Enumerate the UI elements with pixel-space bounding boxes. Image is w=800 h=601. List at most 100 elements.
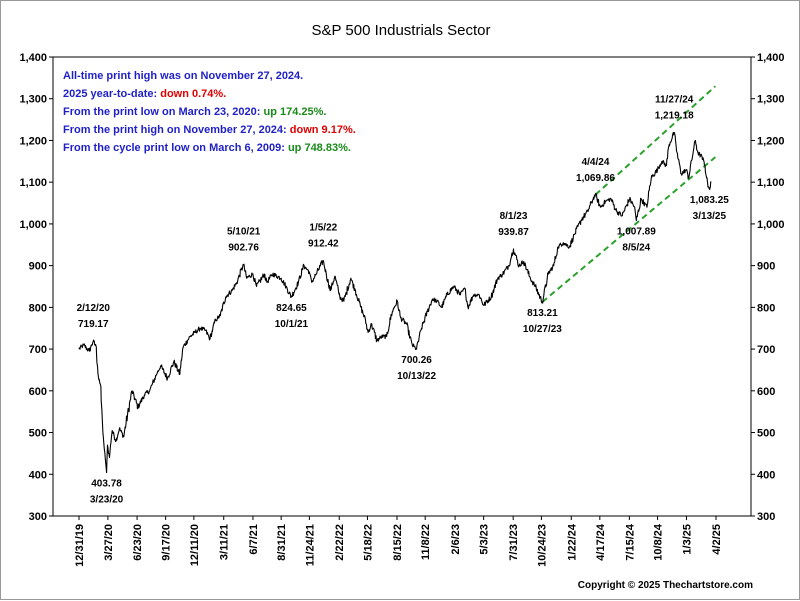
x-tick-label: 1/22/24: [566, 523, 578, 561]
x-tick-label: 1/3/25: [681, 524, 693, 555]
x-tick-label: 6/7/21: [248, 524, 260, 555]
y-tick-label-left: 500: [29, 428, 47, 440]
y-tick-label-right: 800: [757, 302, 775, 314]
x-tick-label: 4/2/25: [711, 524, 723, 555]
y-tick-label-right: 600: [757, 386, 775, 398]
y-tick-label-left: 400: [29, 469, 47, 481]
x-tick-label: 2/6/23: [450, 524, 462, 555]
note-part: All-time print high was on November 27, …: [63, 70, 303, 82]
annotation-line1: 700.26: [401, 355, 432, 366]
y-axis-left: 300 400 500 600 700 800 900 1,000 1,100 1,200 1,30…: [19, 52, 53, 523]
note-part: down 9.17%.: [290, 124, 356, 136]
series-group: [78, 131, 712, 474]
annotation-line1: 824.65: [276, 303, 307, 314]
annotation-line2: 10/27/23: [523, 324, 562, 335]
y-tick-label-right: 1,300: [757, 94, 785, 106]
note-part: From the print high on November 27, 2024…: [63, 124, 290, 136]
x-tick-label: 9/17/20: [161, 524, 173, 561]
x-tick-label: 11/8/22: [420, 524, 432, 560]
x-tick-label: 10/8/24: [653, 523, 665, 561]
y-tick-label-left: 600: [29, 386, 47, 398]
x-tick-label: 8/31/21: [276, 524, 288, 561]
note-line: From the print low on March 23, 2020: up…: [63, 106, 326, 118]
x-tick-label: 11/24/21: [304, 524, 316, 566]
annotation-line2: 10/13/22: [397, 371, 436, 382]
note-part: From the print low on March 23, 2020:: [63, 106, 263, 118]
annotation-line2: 3/13/25: [693, 211, 727, 222]
y-tick-label-right: 1,100: [757, 177, 785, 189]
annotations: 2/12/20 719.17 403.78 3/23/20 5/10/21 902.76 8…: [77, 94, 730, 505]
x-tick-label: 3/11/21: [219, 524, 231, 560]
y-tick-label-left: 1,400: [19, 52, 47, 64]
x-tick-label: 4/17/24: [595, 523, 607, 561]
note-line: 2025 year-to-date: down 0.74%.: [63, 88, 226, 100]
y-tick-label-right: 1,200: [757, 135, 785, 147]
annotation-line2: 8/5/24: [622, 243, 650, 254]
x-tick-label: 7/31/23: [508, 524, 520, 561]
annotation-line1: 1/5/22: [309, 222, 337, 233]
note-line: All-time print high was on November 27, …: [63, 70, 303, 82]
y-tick-label-right: 900: [757, 261, 775, 273]
y-axis-right: 300 400 500 600 700 800 900 1,000 1,100 1,200 1,30…: [751, 52, 785, 523]
x-axis: 12/31/19 3/27/20 6/23/20 9/17/20 12/11/20 3/1…: [74, 516, 723, 567]
y-tick-label-right: 400: [757, 469, 775, 481]
x-tick-label: 12/31/19: [74, 524, 86, 567]
annotation-line2: 912.42: [308, 238, 339, 249]
trend-channel-upper: [594, 85, 717, 196]
note-part: up 174.25%.: [263, 106, 326, 118]
annotation-line2: 1,219.18: [655, 110, 694, 121]
x-tick-label: 8/15/22: [392, 524, 404, 561]
annotation-line1: 1,083.25: [690, 195, 729, 206]
note-line: From the print high on November 27, 2024…: [63, 124, 356, 136]
y-tick-label-right: 300: [757, 511, 775, 523]
y-tick-label-left: 1,100: [19, 177, 47, 189]
plot-area: [52, 56, 752, 517]
y-tick-label-right: 1,000: [757, 219, 785, 231]
x-tick-label: 2/22/22: [334, 524, 346, 561]
notes-box: All-time print high was on November 27, …: [63, 70, 356, 154]
annotation-line2: 3/23/20: [90, 495, 124, 506]
x-tick-label: 12/11/20: [189, 524, 201, 566]
x-tick-label: 5/18/22: [362, 524, 374, 561]
note-part: 2025 year-to-date:: [63, 88, 160, 100]
x-tick-label: 3/27/20: [103, 524, 115, 561]
x-tick-label: 7/15/24: [624, 523, 636, 561]
y-tick-label-left: 900: [29, 261, 47, 273]
chart-title: S&P 500 Industrials Sector: [312, 22, 491, 39]
y-tick-label-left: 1,300: [19, 94, 47, 106]
annotation-line1: 5/10/21: [227, 226, 261, 237]
trend-channel-lower: [541, 156, 716, 303]
annotation-line1: 11/27/24: [655, 94, 694, 105]
y-tick-label-left: 1,200: [19, 135, 47, 147]
annotation-line1: 1,007.89: [617, 227, 656, 238]
x-tick-label: 6/23/20: [132, 524, 144, 561]
annotation-line1: 2/12/20: [77, 303, 111, 314]
annotation-line1: 403.78: [91, 479, 122, 490]
x-tick-label: 5/3/23: [479, 524, 491, 555]
annotation-line1: 4/4/24: [582, 157, 610, 168]
y-tick-label-right: 500: [757, 428, 775, 440]
annotation-line1: 813.21: [527, 308, 558, 319]
note-part: up 748.83%.: [288, 142, 351, 154]
annotation-line2: 902.76: [228, 242, 259, 253]
note-part: down 0.74%.: [160, 88, 226, 100]
annotation-line2: 939.87: [498, 227, 529, 238]
copyright: Copyright © 2025 Thechartstore.com: [578, 580, 753, 591]
annotation-line2: 10/1/21: [275, 319, 309, 330]
note-line: From the cycle print low on March 6, 200…: [63, 142, 351, 154]
annotation-line2: 719.17: [78, 319, 109, 330]
annotation-line2: 1,069.86: [576, 173, 615, 184]
trend-channel: [541, 85, 717, 303]
y-tick-label-right: 1,400: [757, 52, 785, 64]
x-tick-label: 10/24/23: [536, 524, 548, 567]
note-part: From the cycle print low on March 6, 200…: [63, 142, 288, 154]
y-tick-label-left: 1,000: [19, 219, 47, 231]
y-tick-label-left: 300: [29, 511, 47, 523]
price-line: [78, 131, 712, 474]
annotation-line1: 8/1/23: [500, 211, 528, 222]
y-tick-label-right: 700: [757, 344, 775, 356]
y-tick-label-left: 800: [29, 302, 47, 314]
y-tick-label-left: 700: [29, 344, 47, 356]
